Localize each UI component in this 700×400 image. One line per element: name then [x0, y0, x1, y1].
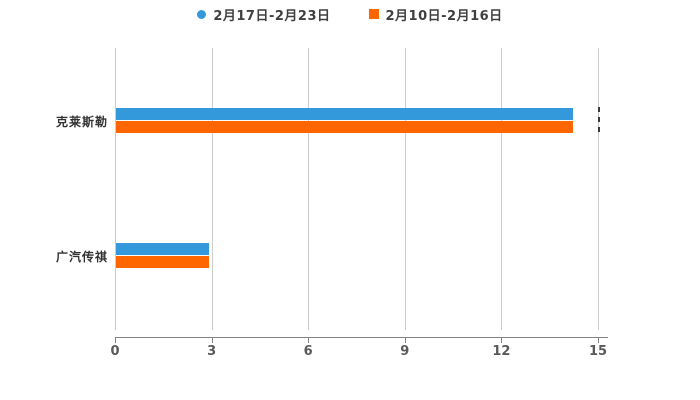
- x-gridline-9: [404, 48, 406, 330]
- x-axis-tick-0: [115, 337, 116, 343]
- x-axis-line: [115, 337, 608, 338]
- chart-legend: 2月17日-2月23日 2月10日-2月16日: [0, 4, 700, 24]
- x-gridline-0: [115, 48, 116, 330]
- legend-label-week2: 2月17日-2月23日: [213, 8, 331, 24]
- legend-circle-marker-icon: [197, 9, 207, 19]
- x-axis-tick-15: [598, 337, 599, 343]
- bar-series1-cat1[interactable]: [116, 256, 209, 268]
- x-gridline-6: [308, 48, 310, 330]
- x-tick-label-6: 6: [303, 344, 313, 359]
- x-axis-tick-6: [308, 337, 310, 343]
- x-axis-tick-12: [501, 337, 503, 343]
- x-tick-label-0: 0: [110, 344, 120, 359]
- x-tick-label-15: 15: [588, 344, 608, 359]
- x-gridline-12: [501, 48, 503, 330]
- category-label-1: 广汽传祺: [55, 249, 108, 264]
- x-gridline-3: [211, 48, 213, 330]
- legend-item-week2[interactable]: 2月17日-2月23日: [197, 5, 330, 24]
- bar-series1-cat0[interactable]: [116, 121, 573, 133]
- bar-series0-cat1[interactable]: [116, 243, 209, 255]
- x-tick-label-3: 3: [207, 344, 217, 359]
- category-label-0: 克莱斯勒: [55, 114, 108, 129]
- x-gridline-15: [598, 48, 599, 330]
- bar-series0-cat0[interactable]: [116, 108, 573, 120]
- x-tick-label-12: 12: [492, 344, 511, 359]
- legend-square-marker-icon: [368, 9, 379, 19]
- gridline-dash-mark-1: [597, 117, 600, 122]
- legend-label-week1: 2月10日-2月16日: [385, 8, 503, 24]
- gridline-dash-mark-2: [597, 127, 600, 132]
- x-axis-tick-3: [211, 337, 213, 343]
- legend-item-week1[interactable]: 2月10日-2月16日: [368, 5, 503, 24]
- x-tick-label-9: 9: [400, 344, 410, 359]
- x-axis-tick-9: [404, 337, 406, 343]
- gridline-dash-mark-0: [597, 107, 600, 112]
